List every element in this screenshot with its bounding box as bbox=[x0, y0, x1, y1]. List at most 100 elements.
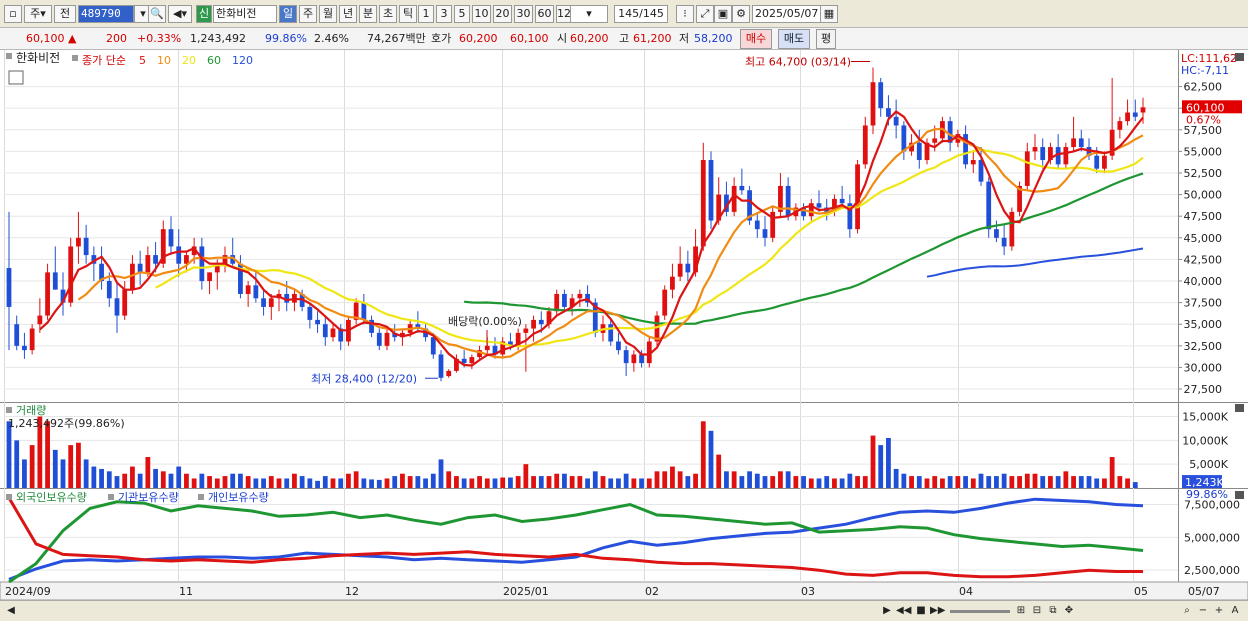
candle-body bbox=[770, 211, 776, 238]
volume-bar bbox=[153, 468, 158, 488]
candle-body bbox=[261, 298, 266, 307]
save-icon[interactable]: ▣ bbox=[714, 5, 732, 23]
candle-body bbox=[1125, 112, 1130, 122]
candle-body bbox=[1102, 155, 1107, 169]
volume-bar bbox=[230, 473, 236, 488]
volume-bar bbox=[500, 477, 506, 488]
volume-bar bbox=[238, 473, 243, 488]
panel-close-icon bbox=[1235, 404, 1244, 412]
minute-button[interactable]: 5 bbox=[454, 5, 470, 23]
search-icon[interactable]: 🔍 bbox=[148, 5, 166, 23]
stock-chart[interactable]: 2024/09 11 12 2025/01 02 03 04 05 05/07 62,500 60,… bbox=[0, 50, 1248, 600]
window-tile-icon[interactable]: ⧉ bbox=[1049, 605, 1057, 616]
legend-bullet bbox=[72, 55, 78, 61]
zoom-track[interactable] bbox=[950, 610, 1010, 613]
zoom-icon[interactable]: ⌕ bbox=[1184, 605, 1190, 616]
settings-icon[interactable]: ⚙ bbox=[732, 5, 750, 23]
interval-select[interactable]: ▾ bbox=[570, 5, 608, 23]
candle-body bbox=[909, 142, 914, 152]
minute-button[interactable]: 30 bbox=[514, 5, 533, 23]
candle-body bbox=[199, 246, 205, 282]
period-button[interactable]: 일 bbox=[279, 5, 297, 23]
holdings-panel bbox=[7, 497, 1144, 584]
scroll-left-icon[interactable]: ◀ bbox=[7, 605, 15, 616]
candle-body bbox=[14, 324, 20, 346]
forward-icon[interactable]: ▶▶ bbox=[930, 605, 946, 616]
calendar-icon[interactable]: ▦ bbox=[820, 5, 838, 23]
market-select[interactable]: 주▾ bbox=[24, 5, 52, 23]
candle-count[interactable]: 145/145 bbox=[614, 5, 668, 23]
period-button[interactable]: 년 bbox=[339, 5, 357, 23]
stock-name[interactable]: 한화비전 bbox=[213, 5, 277, 23]
volume-bar bbox=[1009, 476, 1015, 488]
candle-body bbox=[160, 229, 166, 264]
volume-bar bbox=[253, 478, 259, 488]
font-size-icon[interactable]: A bbox=[1231, 605, 1239, 616]
draw-tool-icon[interactable]: ⤢ bbox=[696, 5, 714, 23]
candle-body bbox=[592, 302, 598, 333]
candle-body bbox=[415, 324, 421, 329]
buy-button[interactable]: 매수 bbox=[740, 29, 772, 49]
lc-label: LC:111,62 bbox=[1181, 52, 1237, 65]
volume-bar bbox=[824, 476, 830, 488]
minute-button[interactable]: 60 bbox=[535, 5, 554, 23]
candle-body bbox=[608, 324, 614, 342]
candle-body bbox=[153, 255, 158, 264]
minute-button[interactable]: 3 bbox=[436, 5, 452, 23]
candle-body bbox=[76, 237, 81, 247]
candle-body bbox=[700, 160, 706, 247]
volume-bar bbox=[199, 473, 205, 488]
play-icon[interactable]: ▶ bbox=[883, 605, 891, 616]
candle-body bbox=[106, 281, 112, 299]
minus-icon[interactable]: − bbox=[1198, 605, 1208, 616]
x-tick-label: 11 bbox=[179, 585, 193, 598]
candle-body bbox=[639, 354, 644, 364]
period-button[interactable]: 분 bbox=[359, 5, 377, 23]
volume-ratio: 99.86% bbox=[265, 32, 307, 45]
x-tick-label: 05 bbox=[1134, 585, 1148, 598]
code-input[interactable]: 489790 bbox=[78, 5, 134, 23]
minute-button[interactable]: 20 bbox=[493, 5, 512, 23]
split-icon[interactable]: ⊟ bbox=[1032, 605, 1042, 616]
sell-button[interactable]: 매도 bbox=[778, 29, 810, 49]
rewind-icon[interactable]: ◀◀ bbox=[896, 605, 912, 616]
volume-bar bbox=[886, 437, 891, 488]
volume-bar bbox=[639, 478, 644, 488]
volume-bar bbox=[176, 466, 182, 488]
layout-icon[interactable]: ⊞ bbox=[1016, 605, 1026, 616]
mode-button[interactable]: 전 bbox=[54, 5, 76, 23]
candle-body bbox=[986, 181, 992, 230]
speaker-icon[interactable]: ◀▾ bbox=[168, 5, 192, 23]
crosshair-icon[interactable]: ⁝ bbox=[676, 5, 694, 23]
candle-body bbox=[878, 82, 884, 109]
period-button[interactable]: 주 bbox=[299, 5, 317, 23]
candle-body bbox=[724, 194, 729, 212]
volume-bar bbox=[492, 478, 498, 488]
volume-bar bbox=[160, 471, 166, 488]
eval-button[interactable]: 평 bbox=[816, 29, 836, 49]
date-input[interactable]: 2025/05/07 bbox=[752, 5, 824, 23]
candle-body bbox=[808, 203, 814, 217]
candle-body bbox=[214, 263, 220, 273]
volume-bar bbox=[99, 468, 104, 488]
minute-button[interactable]: 10 bbox=[472, 5, 491, 23]
volume-bar bbox=[608, 478, 614, 488]
candle-body bbox=[801, 207, 806, 217]
candle-body bbox=[1109, 129, 1115, 156]
period-button[interactable]: 틱 bbox=[399, 5, 417, 23]
plus-icon[interactable]: + bbox=[1214, 605, 1224, 616]
minute-button[interactable]: 1 bbox=[418, 5, 434, 23]
volume-bar bbox=[932, 476, 938, 488]
volume-bar bbox=[384, 478, 390, 488]
period-button[interactable]: 월 bbox=[319, 5, 337, 23]
window-icon[interactable]: ▫ bbox=[4, 5, 22, 23]
stop-icon[interactable]: ■ bbox=[916, 605, 926, 616]
period-button[interactable]: 초 bbox=[379, 5, 397, 23]
candle-body bbox=[461, 358, 467, 364]
y-tick-label: 55,000 bbox=[1184, 145, 1223, 158]
candle-body bbox=[670, 276, 675, 290]
cross-arrows-icon[interactable]: ✥ bbox=[1064, 605, 1074, 616]
volume-bar bbox=[1078, 476, 1084, 488]
volume-bar bbox=[893, 468, 899, 488]
volume-panel bbox=[6, 416, 1138, 488]
